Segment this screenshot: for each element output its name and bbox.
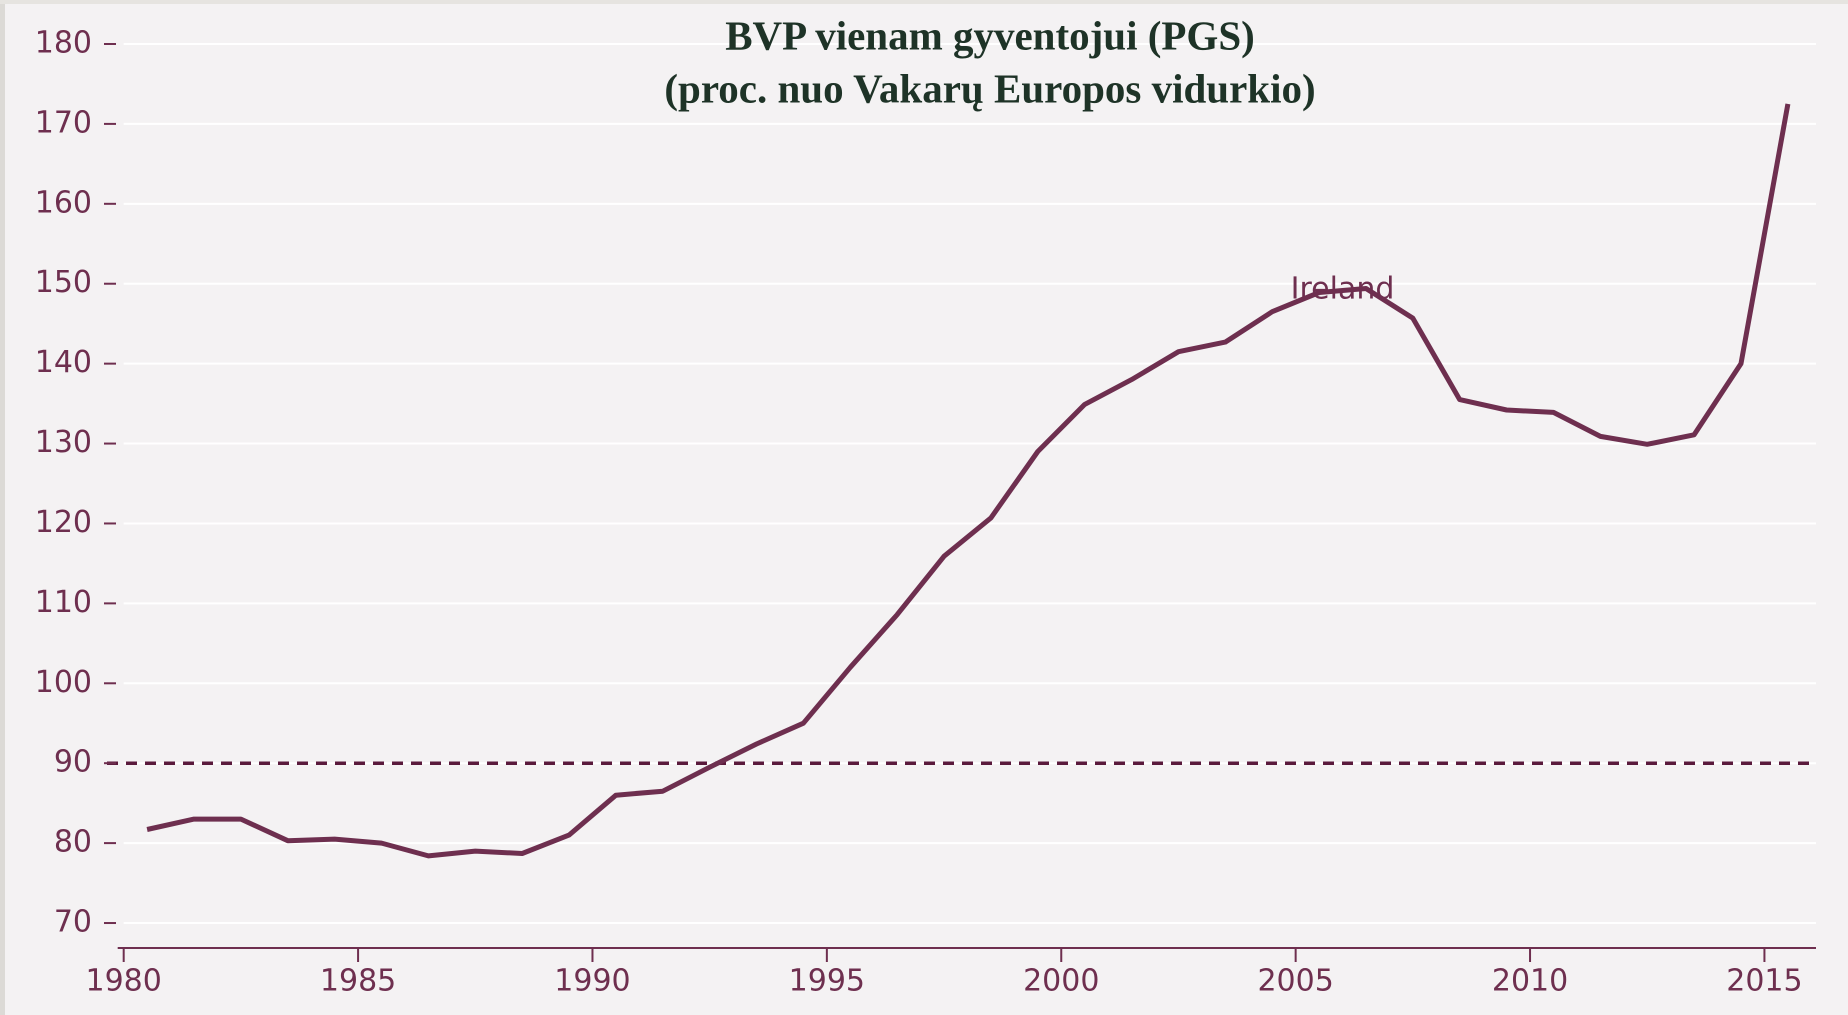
y-tick-label: 160 bbox=[35, 185, 92, 220]
x-tick-label: 2010 bbox=[1492, 964, 1568, 999]
frame-edge bbox=[0, 0, 5, 1015]
frame-edge bbox=[0, 0, 1848, 4]
x-tick-label: 1995 bbox=[789, 964, 865, 999]
y-tick-label: 180 bbox=[35, 25, 92, 60]
x-tick-label: 1980 bbox=[86, 964, 162, 999]
y-tick-label: 80 bbox=[54, 825, 92, 860]
y-tick-label: 70 bbox=[54, 905, 92, 940]
x-tick-label: 1990 bbox=[554, 964, 630, 999]
x-tick-label: 2000 bbox=[1023, 964, 1099, 999]
y-tick-label: 140 bbox=[35, 345, 92, 380]
series-line bbox=[146, 103, 1791, 859]
y-tick-label: 100 bbox=[35, 665, 92, 700]
chart-title: BVP vienam gyventojui (PGS) bbox=[725, 12, 1255, 58]
y-tick-label: 150 bbox=[35, 265, 92, 300]
chart-subtitle: (proc. nuo Vakarų Europos vidurkio) bbox=[664, 65, 1315, 111]
x-tick-label: 2015 bbox=[1726, 964, 1802, 999]
y-tick-label: 120 bbox=[35, 505, 92, 540]
y-tick-label: 110 bbox=[35, 585, 92, 620]
marks bbox=[107, 103, 1816, 859]
y-tick-label: 90 bbox=[54, 745, 92, 780]
grid bbox=[123, 42, 1816, 925]
x-tick-label: 2005 bbox=[1257, 964, 1333, 999]
series-label: Ireland bbox=[1291, 271, 1395, 306]
y-tick-label: 170 bbox=[35, 105, 92, 140]
x-tick-label: 1985 bbox=[320, 964, 396, 999]
y-tick-label: 130 bbox=[35, 425, 92, 460]
